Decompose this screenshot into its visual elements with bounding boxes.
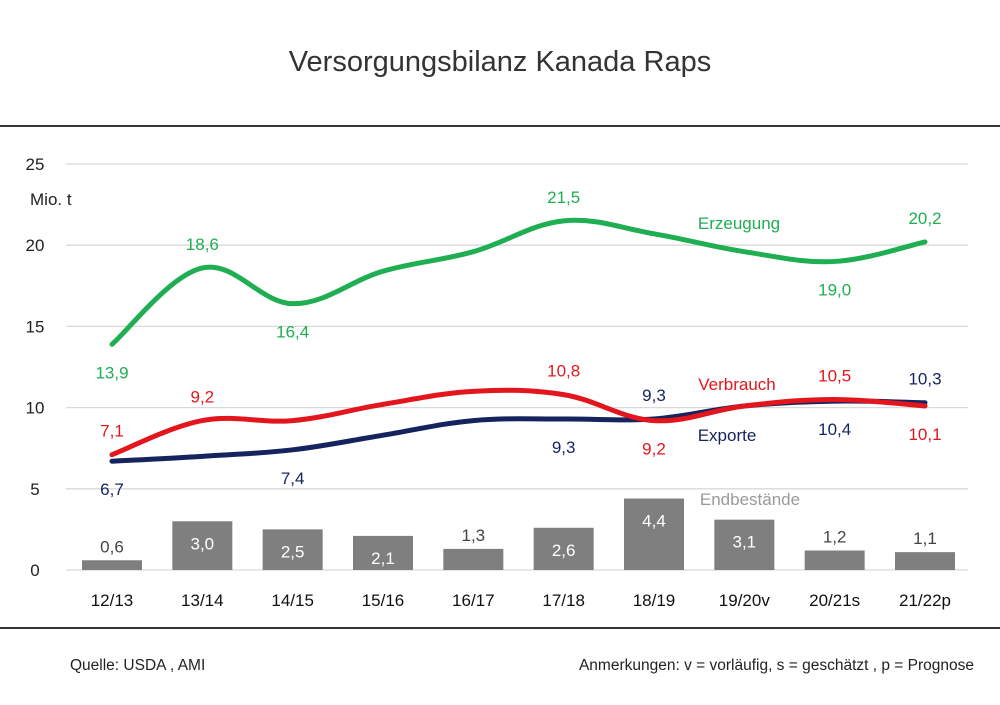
bar-data-label: 2,1 bbox=[371, 549, 395, 568]
data-label-exporte: 10,4 bbox=[818, 420, 851, 439]
series-name-endbestnde: Endbestände bbox=[700, 490, 800, 509]
bar-data-label: 1,3 bbox=[462, 526, 486, 545]
data-label-exporte: 7,4 bbox=[281, 469, 305, 488]
y-tick-label: 15 bbox=[26, 317, 45, 336]
y-tick-label: 5 bbox=[30, 480, 39, 499]
line-verbrauch bbox=[109, 387, 928, 458]
data-label-erzeugung: 18,6 bbox=[186, 235, 219, 254]
bar-endbestaende bbox=[353, 535, 413, 570]
data-label-erzeugung: 19,0 bbox=[818, 280, 851, 299]
x-tick-label: 15/16 bbox=[362, 591, 405, 610]
x-tick-label: 16/17 bbox=[452, 591, 495, 610]
chart-title: Versorgungsbilanz Kanada Raps bbox=[288, 46, 712, 78]
bottom-rule bbox=[0, 627, 1000, 629]
series-lines bbox=[109, 217, 928, 464]
footer-source: Quelle: USDA , AMI bbox=[70, 657, 206, 674]
data-label-exporte: 9,3 bbox=[552, 438, 576, 457]
data-label-exporte: 6,7 bbox=[100, 480, 124, 499]
data-label-erzeugung: 20,2 bbox=[908, 209, 941, 228]
x-tick-label: 20/21s bbox=[809, 591, 860, 610]
y-tick-label: 10 bbox=[26, 399, 45, 418]
x-tick-label: 13/14 bbox=[181, 591, 224, 610]
data-label-erzeugung: 16,4 bbox=[276, 323, 309, 342]
x-tick-label: 14/15 bbox=[271, 591, 314, 610]
bar-data-label: 4,4 bbox=[642, 512, 666, 531]
x-tick-label: 17/18 bbox=[542, 591, 585, 610]
bar-endbestaende bbox=[895, 552, 955, 570]
y-tick-label: 25 bbox=[26, 155, 45, 174]
x-tick-label: 19/20v bbox=[719, 591, 771, 610]
bar-endbestaende bbox=[533, 527, 594, 570]
line-erzeugung bbox=[109, 217, 928, 347]
data-label-erzeugung: 13,9 bbox=[95, 363, 128, 382]
data-label-verbrauch: 9,2 bbox=[642, 440, 666, 459]
series-name-verbrauch: Verbrauch bbox=[698, 375, 776, 394]
x-tick-label: 18/19 bbox=[633, 591, 676, 610]
bar-endbestaende bbox=[624, 498, 684, 570]
bar-data-label: 2,5 bbox=[281, 542, 305, 561]
data-label-verbrauch: 7,1 bbox=[100, 422, 124, 441]
bar-data-label: 1,2 bbox=[823, 528, 847, 547]
bar-endbestaende bbox=[172, 521, 233, 570]
bar-endbestaende bbox=[262, 529, 323, 570]
x-tick-label: 21/22p bbox=[899, 591, 951, 610]
bar-endbestaende bbox=[804, 550, 865, 570]
bar-data-label: 3,1 bbox=[733, 533, 757, 552]
data-label-exporte: 10,3 bbox=[908, 370, 941, 389]
line-exporte bbox=[109, 398, 928, 464]
series-name-exporte: Exporte bbox=[698, 426, 757, 445]
y-axis-label: Mio. t bbox=[30, 190, 72, 209]
bar-data-label: 0,6 bbox=[100, 537, 124, 556]
top-rule bbox=[0, 125, 1000, 127]
data-label-exporte: 9,3 bbox=[642, 386, 666, 405]
data-label-verbrauch: 10,1 bbox=[908, 425, 941, 444]
bar-endbestaende bbox=[443, 548, 504, 570]
y-tick-label: 0 bbox=[30, 561, 39, 580]
x-tick-label: 12/13 bbox=[91, 591, 134, 610]
bar-data-label: 1,1 bbox=[913, 529, 937, 548]
bar-data-label: 3,0 bbox=[191, 534, 215, 553]
footer-notes: Anmerkungen: v = vorläufig, s = geschätz… bbox=[578, 657, 974, 674]
data-label-erzeugung: 21,5 bbox=[547, 188, 580, 207]
bars-endbestaende bbox=[82, 498, 955, 570]
data-label-verbrauch: 9,2 bbox=[191, 388, 215, 407]
axis-labels: 0 5 10 15 20 25 Mio. t 12/13 13/14 14/15 15/16 16/1… bbox=[26, 155, 951, 610]
bar-endbestaende bbox=[82, 560, 142, 570]
data-label-verbrauch: 10,8 bbox=[547, 362, 580, 381]
series-name-erzeugung: Erzeugung bbox=[698, 214, 780, 233]
bar-data-label: 2,6 bbox=[552, 541, 576, 560]
data-labels: 0,6 3,0 2,5 2,1 1,3 2,6 4,4 3,1 1,2 1,1 13,9 18,6 16… bbox=[95, 188, 941, 568]
data-label-verbrauch: 10,5 bbox=[818, 366, 851, 385]
bar-endbestaende bbox=[714, 519, 775, 570]
y-tick-label: 20 bbox=[26, 236, 45, 255]
